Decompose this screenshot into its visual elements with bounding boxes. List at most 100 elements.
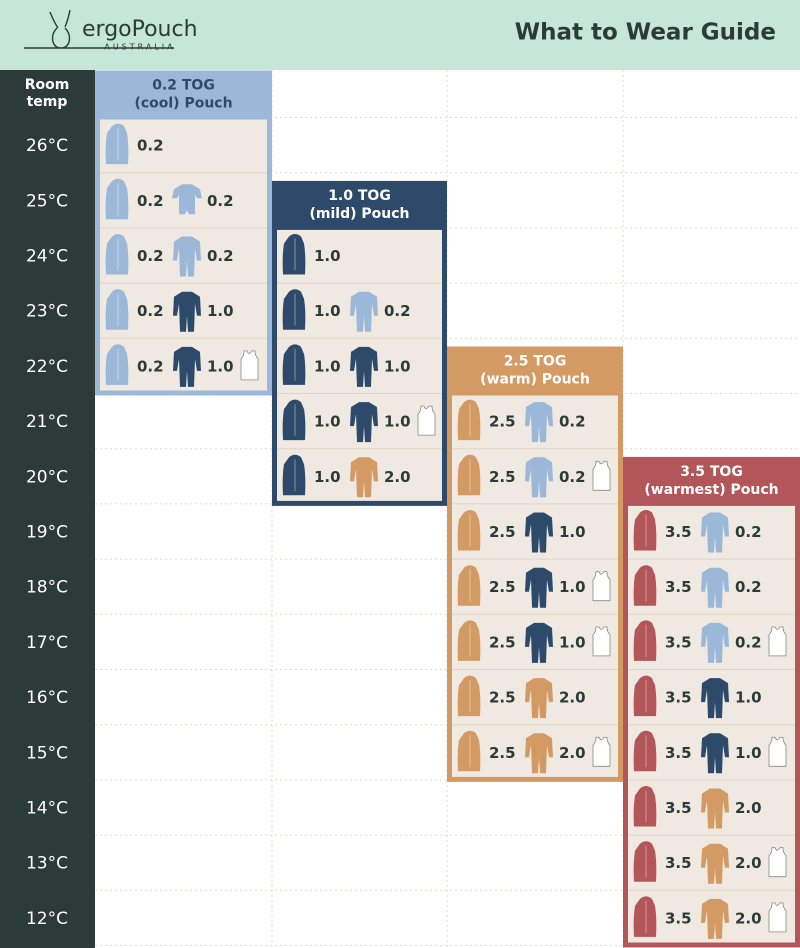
vest-icon — [768, 736, 787, 767]
temp-label: 13°C — [26, 854, 68, 874]
pouch-icon — [282, 289, 306, 330]
garment-tog: 1.0 — [559, 633, 586, 651]
pouch-shape — [633, 841, 657, 882]
pouch-icon — [633, 565, 657, 606]
pouch-tog: 1.0 — [314, 357, 341, 375]
vest-icon — [768, 847, 787, 878]
pouch-tog: 0.2 — [137, 357, 164, 375]
pouch-shape — [282, 344, 306, 385]
garment-tog: 2.0 — [735, 854, 762, 872]
group-title: 0.2 TOG — [152, 78, 215, 94]
pouch-tog: 3.5 — [665, 523, 692, 541]
pouch-shape — [457, 565, 481, 606]
pouch-tog: 1.0 — [314, 468, 341, 486]
pouch-tog: 3.5 — [665, 578, 692, 596]
pouch-tog: 2.5 — [489, 689, 516, 707]
garment-tog: 1.0 — [559, 578, 586, 596]
pouch-shape — [457, 454, 481, 496]
pouch-tog: 0.2 — [137, 302, 164, 320]
garment-icon — [525, 733, 553, 774]
pouch-icon — [457, 399, 481, 441]
pouch-icon — [457, 620, 481, 661]
garment-tog: 1.0 — [207, 357, 234, 375]
temp-label: 24°C — [26, 247, 68, 267]
garment-tog: 1.0 — [384, 357, 411, 375]
pouch-icon — [457, 510, 481, 551]
temp-label: 20°C — [26, 467, 68, 487]
pouch-icon — [457, 730, 481, 772]
garment-tog: 0.2 — [735, 578, 762, 596]
pouch-shape — [105, 234, 129, 275]
temp-label: 14°C — [26, 799, 68, 819]
garment-tog: 2.0 — [559, 744, 586, 762]
page-title: What to Wear Guide — [515, 20, 776, 46]
pouch-shape — [457, 510, 481, 551]
brand-country: AUSTRALIA — [104, 43, 175, 52]
garment-icon — [350, 457, 378, 498]
group-title: 1.0 TOG — [328, 188, 391, 204]
vest-icon — [768, 902, 787, 933]
pouch-shape — [457, 399, 481, 441]
pouch-shape — [282, 234, 306, 275]
vest-icon — [592, 571, 611, 602]
garment-icon — [173, 346, 201, 387]
temp-column — [0, 70, 95, 948]
pouch-shape — [633, 786, 657, 827]
garment-tog: 2.0 — [384, 468, 411, 486]
pouch-tog: 2.5 — [489, 744, 516, 762]
pouch-tog: 3.5 — [665, 689, 692, 707]
pouch-icon — [633, 730, 657, 772]
temp-label: 17°C — [26, 633, 68, 653]
vest-icon — [417, 405, 436, 436]
temp-label: 19°C — [26, 523, 68, 543]
pouch-icon — [457, 675, 481, 717]
garment-tog: 1.0 — [735, 689, 762, 707]
vest-icon — [592, 736, 611, 767]
temp-label: 18°C — [26, 578, 68, 598]
garment-icon — [173, 236, 201, 277]
garment-icon — [701, 788, 729, 829]
garment-tog: 0.2 — [384, 302, 411, 320]
pouch-icon — [633, 620, 657, 661]
temp-label: 26°C — [26, 136, 68, 156]
garment-icon — [525, 512, 553, 553]
garment-icon — [701, 843, 729, 884]
pouch-icon — [633, 510, 657, 551]
group-title: 3.5 TOG — [680, 464, 743, 480]
garment-tog: 2.0 — [559, 689, 586, 707]
garment-tog: 0.2 — [735, 523, 762, 541]
pouch-icon — [633, 786, 657, 827]
pouch-shape — [633, 510, 657, 551]
pouch-tog: 3.5 — [665, 799, 692, 817]
pouch-icon — [282, 399, 306, 441]
garment-tog: 0.2 — [735, 633, 762, 651]
pouch-tog: 0.2 — [137, 137, 164, 155]
logo-icon — [24, 9, 174, 49]
pouch-tog: 2.5 — [489, 413, 516, 431]
pouch-icon — [633, 896, 657, 937]
pouch-tog: 3.5 — [665, 744, 692, 762]
pouch-icon — [105, 178, 129, 220]
pouch-shape — [457, 675, 481, 717]
garment-icon — [701, 512, 729, 553]
group-title: 2.5 TOG — [504, 354, 567, 370]
pouch-shape — [282, 289, 306, 330]
temp-label: 21°C — [26, 412, 68, 432]
pouch-icon — [457, 565, 481, 606]
garment-icon — [350, 402, 378, 443]
pouch-shape — [633, 565, 657, 606]
pouch-shape — [633, 896, 657, 937]
pouch-shape — [282, 454, 306, 496]
pouch-icon — [633, 841, 657, 882]
vest-icon — [592, 626, 611, 657]
vest-icon — [240, 350, 259, 381]
pouch-shape — [105, 344, 129, 385]
pouch-icon — [105, 289, 129, 330]
garment-tog: 0.2 — [207, 192, 234, 210]
garment-icon — [525, 622, 553, 663]
temp-label: 15°C — [26, 743, 68, 763]
pouch-icon — [282, 234, 306, 275]
group-title: (mild) Pouch — [310, 206, 410, 222]
garment-tog: 1.0 — [735, 744, 762, 762]
